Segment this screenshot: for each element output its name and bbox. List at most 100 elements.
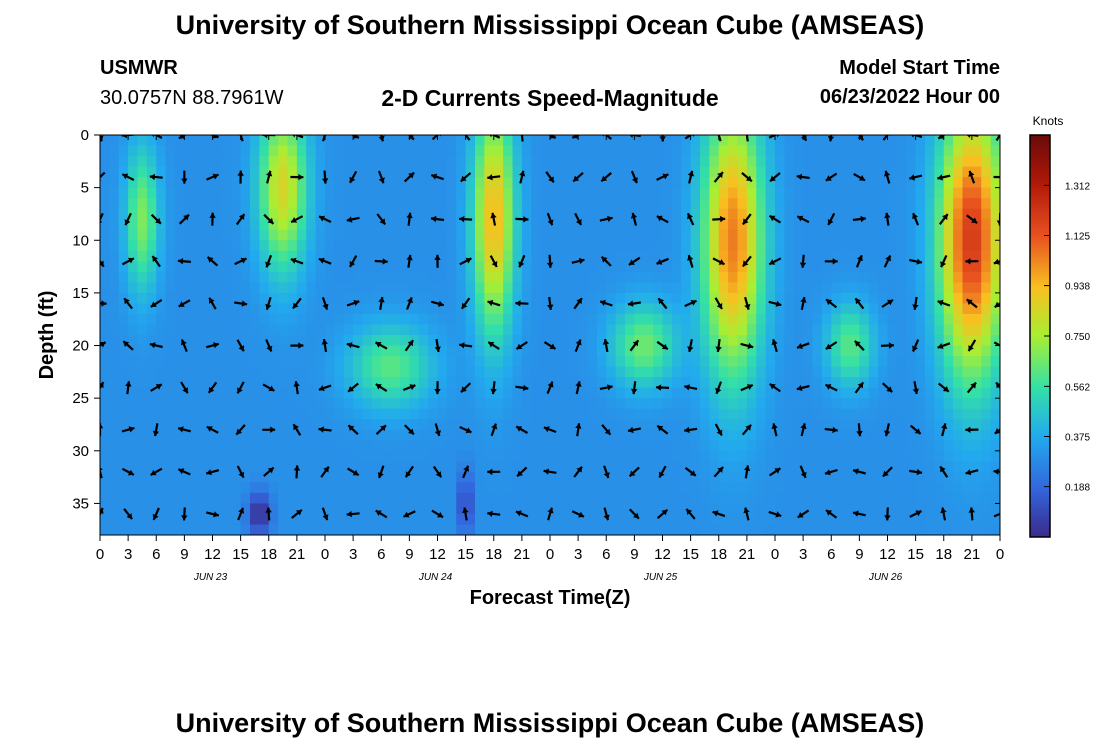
heatmap-cell [765, 429, 776, 441]
heatmap-cell [700, 271, 710, 283]
vector-head [208, 386, 215, 393]
heatmap-cell [550, 135, 560, 147]
heatmap-cell [700, 440, 710, 452]
heatmap-cell [746, 408, 757, 420]
heatmap-cell [465, 335, 476, 347]
heatmap-cell [475, 503, 485, 515]
current-vector [912, 381, 919, 395]
heatmap-cell [484, 345, 495, 357]
heatmap-cell [212, 429, 223, 441]
heatmap-cell [887, 429, 898, 441]
heatmap-cell [606, 198, 617, 210]
current-vector [824, 468, 838, 476]
vector-head [742, 218, 749, 225]
heatmap-cell [700, 219, 710, 231]
heatmap-cell [737, 156, 748, 168]
heatmap-cell [287, 408, 298, 420]
vector-head [797, 343, 803, 349]
heatmap-cell [906, 145, 917, 157]
heatmap-cell [371, 229, 382, 241]
heatmap-cell [559, 408, 570, 420]
heatmap-cell [568, 429, 579, 441]
heatmap-cell [325, 324, 335, 336]
vector-head [657, 425, 664, 432]
heatmap-cell [353, 271, 364, 283]
heatmap-cell [128, 408, 139, 420]
heatmap-cell [953, 440, 964, 452]
heatmap-cell [100, 440, 110, 452]
heatmap-cell [446, 419, 457, 431]
heatmap-cell [840, 345, 851, 357]
heatmap-cell [315, 492, 326, 505]
heatmap-cell [615, 271, 626, 283]
heatmap-cell [746, 492, 757, 505]
heatmap-cell [221, 313, 232, 326]
heatmap-cell [315, 324, 326, 336]
heatmap-cell [371, 135, 382, 147]
heatmap-cell [343, 398, 354, 410]
heatmap-cell [718, 366, 729, 378]
heatmap-cell [521, 240, 532, 252]
heatmap-cell [821, 303, 832, 315]
heatmap-cell [418, 335, 429, 347]
heatmap-cell [512, 429, 523, 441]
x-tick-label: 21 [964, 546, 981, 563]
heatmap-cell [840, 250, 851, 262]
heatmap-cell [137, 271, 148, 283]
heatmap-cell [231, 398, 242, 410]
heatmap-cell [362, 335, 373, 347]
heatmap-cell [765, 387, 776, 399]
heatmap-cell [203, 482, 214, 494]
heatmap-cell [634, 250, 645, 262]
heatmap-cell [175, 261, 185, 273]
heatmap-cell [728, 335, 739, 347]
heatmap-cell [887, 156, 898, 168]
current-vector [712, 510, 726, 518]
heatmap-cell [971, 524, 982, 535]
heatmap-cell [128, 471, 139, 483]
heatmap-cell [934, 292, 945, 305]
heatmap-cell [540, 292, 551, 305]
heatmap-cell [456, 345, 467, 357]
heatmap-cell [878, 471, 889, 483]
heatmap-cell [118, 513, 129, 526]
heatmap-cell [775, 461, 785, 473]
heatmap-cell [784, 513, 795, 526]
heatmap-cell [296, 208, 307, 220]
heatmap-cell [400, 177, 410, 189]
heatmap-cell [259, 366, 270, 378]
current-vector [796, 215, 810, 224]
heatmap-cell [512, 198, 523, 210]
heatmap-cell [728, 513, 739, 526]
heatmap-cell [737, 166, 748, 178]
heatmap-cell [634, 187, 645, 199]
heatmap-cell [409, 219, 420, 231]
heatmap-cell [137, 219, 148, 231]
heatmap-cell [334, 303, 345, 315]
heatmap-cell [925, 356, 935, 368]
current-vector [150, 383, 163, 392]
heatmap-cell [756, 282, 767, 294]
heatmap-cell [671, 261, 682, 273]
heatmap-cell [971, 250, 982, 262]
heatmap-cell [896, 429, 907, 441]
vector-head [462, 507, 469, 514]
heatmap-cell [118, 503, 129, 515]
current-vector [515, 425, 529, 434]
heatmap-cell [550, 292, 560, 305]
heatmap-cell [362, 377, 373, 389]
heatmap-cell [831, 261, 842, 273]
vector-head [127, 469, 134, 476]
current-vector [432, 465, 443, 478]
vector-head [914, 428, 921, 434]
heatmap-cell [334, 492, 345, 505]
heatmap-cell [925, 250, 935, 262]
heatmap-cell [493, 240, 504, 252]
vector-head [123, 341, 130, 347]
heatmap-cell [943, 387, 954, 399]
heatmap-cell [896, 471, 907, 483]
heatmap-cell [625, 187, 635, 199]
heatmap-cell [278, 513, 289, 526]
heatmap-cell [175, 135, 185, 147]
heatmap-cell [146, 461, 157, 473]
